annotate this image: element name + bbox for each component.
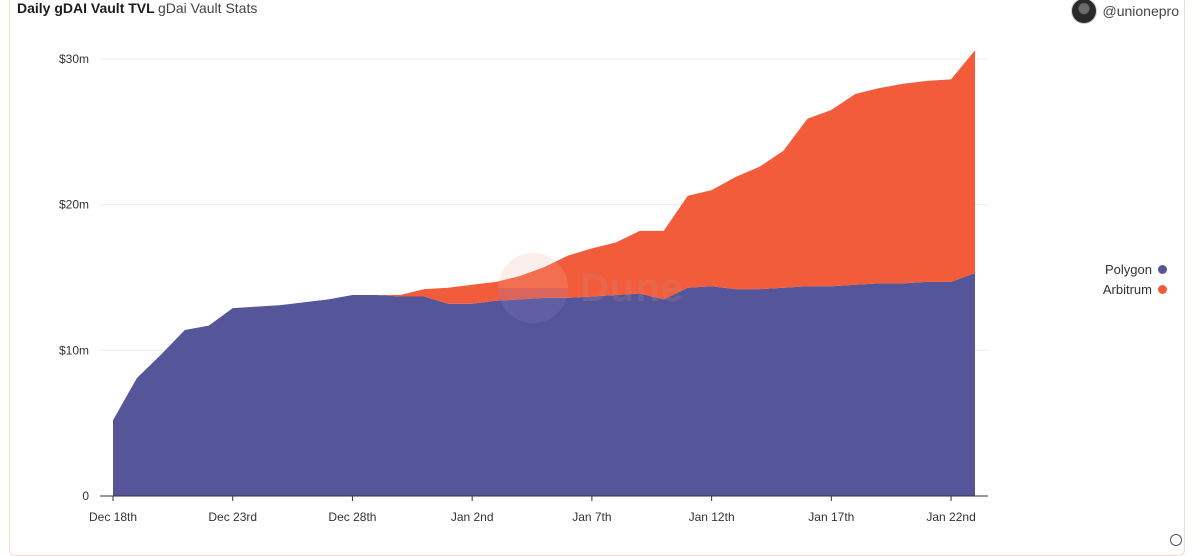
x-tick-label: Jan 7th xyxy=(572,510,611,524)
y-tick-label: $30m xyxy=(59,52,89,66)
x-tick-label: Jan 2nd xyxy=(451,510,494,524)
legend-dot-icon xyxy=(1158,265,1167,274)
legend-item-arbitrum[interactable]: Arbitrum xyxy=(1103,279,1167,299)
legend-label: Arbitrum xyxy=(1103,282,1152,297)
x-tick-label: Dec 28th xyxy=(328,510,376,524)
legend-label: Polygon xyxy=(1105,262,1152,277)
area-polygon[interactable] xyxy=(113,273,975,496)
legend-dot-icon xyxy=(1158,285,1167,294)
x-tick-label: Jan 12th xyxy=(689,510,735,524)
y-tick-label: $20m xyxy=(59,198,89,212)
x-tick-label: Jan 22nd xyxy=(926,510,975,524)
legend-item-polygon[interactable]: Polygon xyxy=(1103,259,1167,279)
x-tick-label: Dec 23rd xyxy=(208,510,257,524)
info-icon[interactable] xyxy=(1170,534,1182,546)
chart-legend: Polygon Arbitrum xyxy=(1103,259,1167,299)
x-tick-label: Dec 18th xyxy=(89,510,137,524)
y-tick-label: 0 xyxy=(82,489,89,503)
area-chart: 0 $10m $20m $30m Dec 18th Dec 23rd Dec 28th Jan… xyxy=(0,0,1199,540)
x-tick-label: Jan 17th xyxy=(808,510,854,524)
area-series xyxy=(113,50,975,496)
y-tick-label: $10m xyxy=(59,343,89,357)
